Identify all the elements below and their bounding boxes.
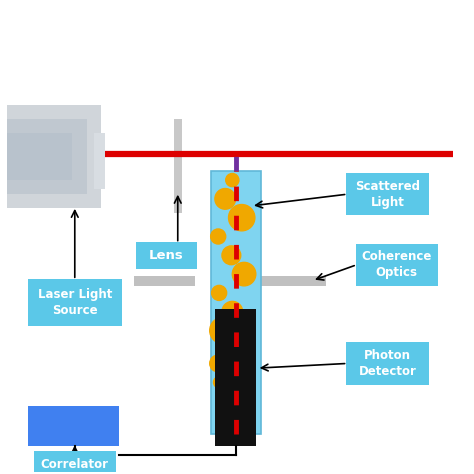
Circle shape [210, 355, 227, 372]
Circle shape [222, 246, 241, 264]
Circle shape [232, 262, 256, 286]
Circle shape [226, 173, 239, 187]
FancyBboxPatch shape [28, 279, 122, 326]
Text: Coherence
Optics: Coherence Optics [362, 250, 432, 279]
Bar [261, 275, 326, 286]
FancyBboxPatch shape [136, 242, 197, 269]
Bar [215, 310, 256, 446]
Text: Laser Light
Source: Laser Light Source [37, 288, 112, 317]
Text: Lens: Lens [149, 249, 184, 262]
Bar [7, 119, 87, 194]
Bar [7, 133, 73, 180]
Bar [173, 119, 182, 213]
Bar [134, 275, 195, 286]
Bar [93, 133, 105, 190]
Circle shape [210, 318, 236, 344]
Text: Correlator: Correlator [41, 458, 109, 471]
FancyBboxPatch shape [346, 173, 428, 215]
Bar [211, 171, 261, 434]
Circle shape [235, 399, 248, 412]
Circle shape [215, 189, 236, 209]
Circle shape [211, 285, 227, 301]
Text: Photon
Detector: Photon Detector [358, 349, 416, 378]
FancyBboxPatch shape [34, 451, 116, 474]
Circle shape [213, 377, 225, 388]
Circle shape [222, 301, 243, 322]
Circle shape [234, 336, 251, 353]
FancyBboxPatch shape [346, 342, 428, 384]
FancyBboxPatch shape [356, 244, 438, 286]
Bar [28, 406, 119, 446]
Circle shape [210, 229, 226, 244]
Text: Scattered
Light: Scattered Light [355, 180, 420, 209]
Circle shape [228, 204, 255, 231]
Bar [7, 105, 100, 208]
